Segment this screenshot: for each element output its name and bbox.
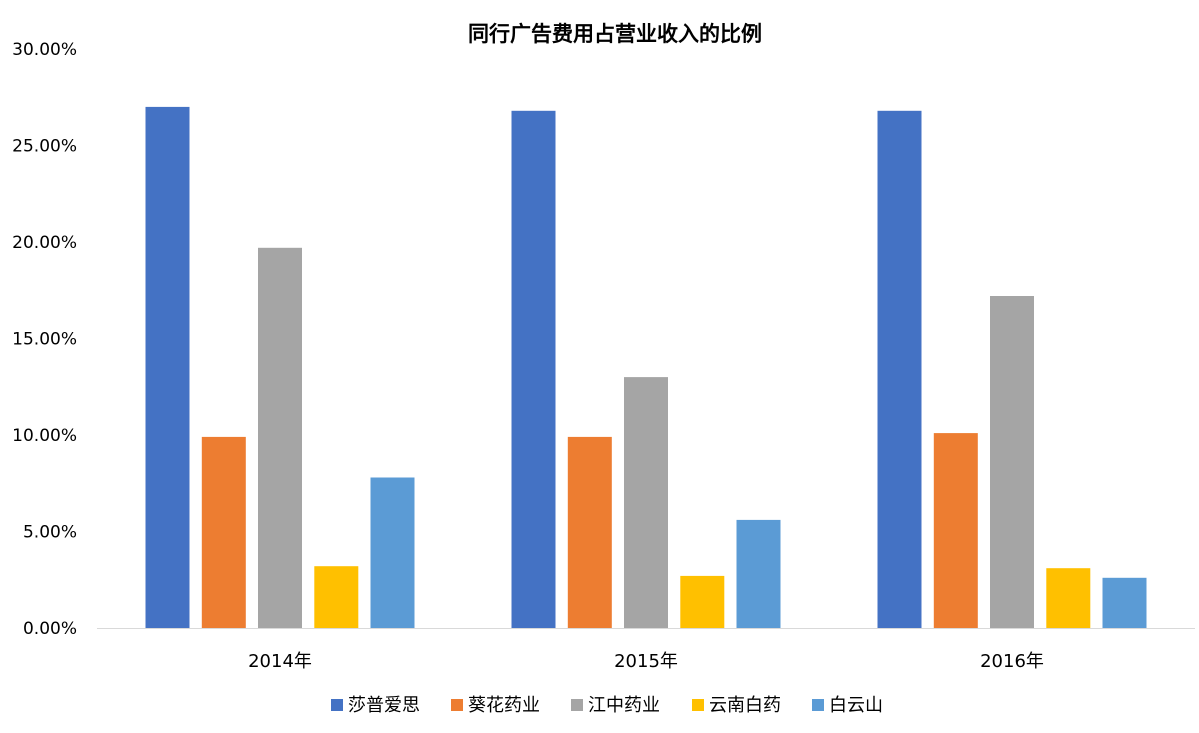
bar-3-5 (1102, 577, 1147, 628)
y-tick-label: 20.00% (12, 233, 77, 253)
bar-1-4 (314, 566, 359, 628)
x-tick-label: 2016年 (980, 651, 1044, 672)
bar-3-4 (1046, 568, 1091, 628)
legend-item: 白云山 (812, 695, 883, 716)
legend: 莎普爱思 葵花药业 江中药业 云南白药 白云山 (331, 695, 883, 716)
y-tick-label: 0.00% (23, 619, 77, 639)
x-tick-label: 2014年 (248, 651, 312, 672)
legend-swatch (692, 699, 704, 711)
legend-label: 云南白药 (709, 695, 781, 716)
y-axis: 0.00% 5.00% 10.00% 15.00% 20.00% 25.00% 30.00% (12, 40, 77, 639)
x-tick-label: 2015年 (614, 651, 678, 672)
bar-2-4 (680, 575, 725, 628)
legend-swatch (812, 699, 824, 711)
legend-item: 江中药业 (571, 695, 660, 716)
legend-swatch (451, 699, 463, 711)
legend-swatch (571, 699, 583, 711)
legend-swatch (331, 699, 343, 711)
y-tick-label: 5.00% (23, 523, 77, 543)
bars (145, 106, 1147, 629)
y-tick-label: 25.00% (12, 137, 77, 157)
legend-label: 白云山 (829, 695, 883, 716)
bar-2-2 (567, 436, 612, 628)
bar-2-1 (511, 110, 556, 629)
legend-item: 云南白药 (692, 695, 781, 716)
legend-label: 莎普爱思 (348, 695, 420, 716)
chart-title: 同行广告费用占营业收入的比例 (468, 22, 762, 46)
bar-1-1 (145, 106, 190, 628)
y-tick-label: 15.00% (12, 330, 77, 350)
bar-1-5 (370, 477, 415, 628)
bar-3-1 (877, 110, 922, 629)
legend-label: 葵花药业 (468, 695, 540, 716)
bar-1-2 (201, 436, 246, 628)
y-tick-label: 10.00% (12, 426, 77, 446)
x-axis: 2014年 2015年 2016年 (97, 628, 1195, 672)
bar-1-3 (258, 247, 302, 629)
legend-label: 江中药业 (588, 695, 660, 716)
bar-2-5 (736, 519, 781, 628)
bar-3-3 (990, 296, 1034, 628)
legend-item: 莎普爱思 (331, 695, 420, 716)
bar-3-2 (933, 433, 978, 628)
legend-item: 葵花药业 (451, 695, 540, 716)
y-tick-label: 30.00% (12, 40, 77, 60)
bar-2-3 (624, 377, 668, 628)
